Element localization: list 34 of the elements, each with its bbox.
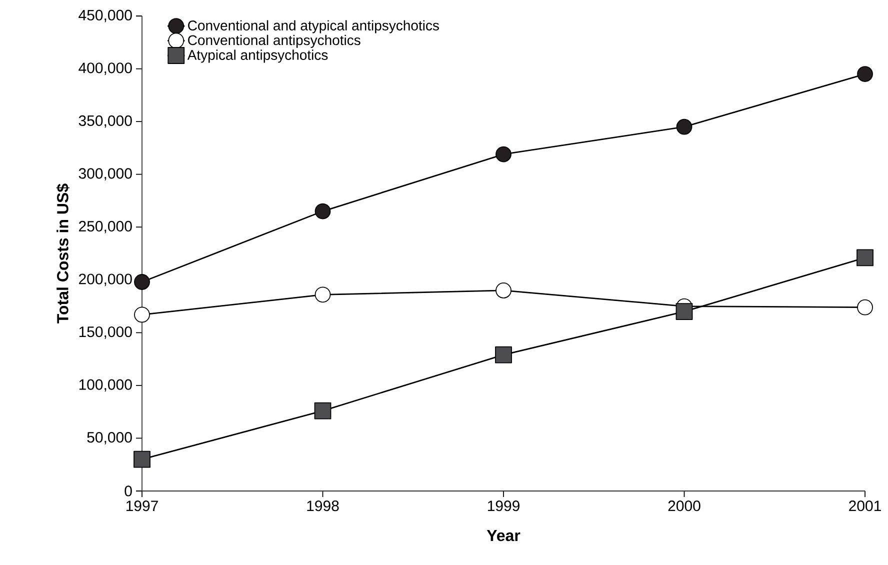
point bbox=[134, 450, 150, 468]
y-tick-label: 300,000 bbox=[78, 168, 132, 181]
point bbox=[495, 346, 512, 364]
y-tick-label: 0 bbox=[124, 486, 132, 496]
y-tick-label: 450,000 bbox=[78, 10, 132, 22]
y-tick-label: 200,000 bbox=[79, 274, 132, 286]
legend-label: Conventional antipsychotics bbox=[188, 34, 360, 48]
y-tick-label: 250,000 bbox=[79, 220, 132, 234]
point bbox=[676, 303, 693, 320]
x-tick-label: 1999 bbox=[488, 500, 520, 512]
legend-label: Conventional and atypical antipsychotics bbox=[188, 20, 439, 34]
point bbox=[496, 282, 512, 298]
point bbox=[314, 286, 331, 303]
point bbox=[314, 402, 332, 420]
y-tick-label: 50,000 bbox=[87, 432, 132, 444]
x-tick-label: 2001 bbox=[849, 500, 881, 512]
x-tick-label: 1997 bbox=[126, 500, 158, 512]
x-tick-label: 2000 bbox=[668, 500, 700, 512]
point bbox=[496, 146, 512, 162]
point bbox=[856, 249, 874, 266]
point bbox=[857, 299, 873, 316]
x-axis-title: Year bbox=[486, 530, 520, 542]
point bbox=[134, 274, 150, 290]
point bbox=[676, 118, 692, 135]
y-tick-label: 400,000 bbox=[78, 62, 132, 75]
point bbox=[857, 66, 873, 82]
legend-label: Atypical antipsychotics bbox=[187, 50, 328, 63]
point bbox=[314, 203, 331, 220]
x-tick-label: 1998 bbox=[307, 500, 339, 512]
point bbox=[134, 306, 150, 323]
y-tick-label: 150,000 bbox=[79, 326, 132, 339]
y-tick-label: 350,000 bbox=[78, 115, 132, 128]
y-axis-title: Total Costs in US$ bbox=[56, 184, 70, 324]
y-tick-label: 100,000 bbox=[79, 379, 132, 392]
